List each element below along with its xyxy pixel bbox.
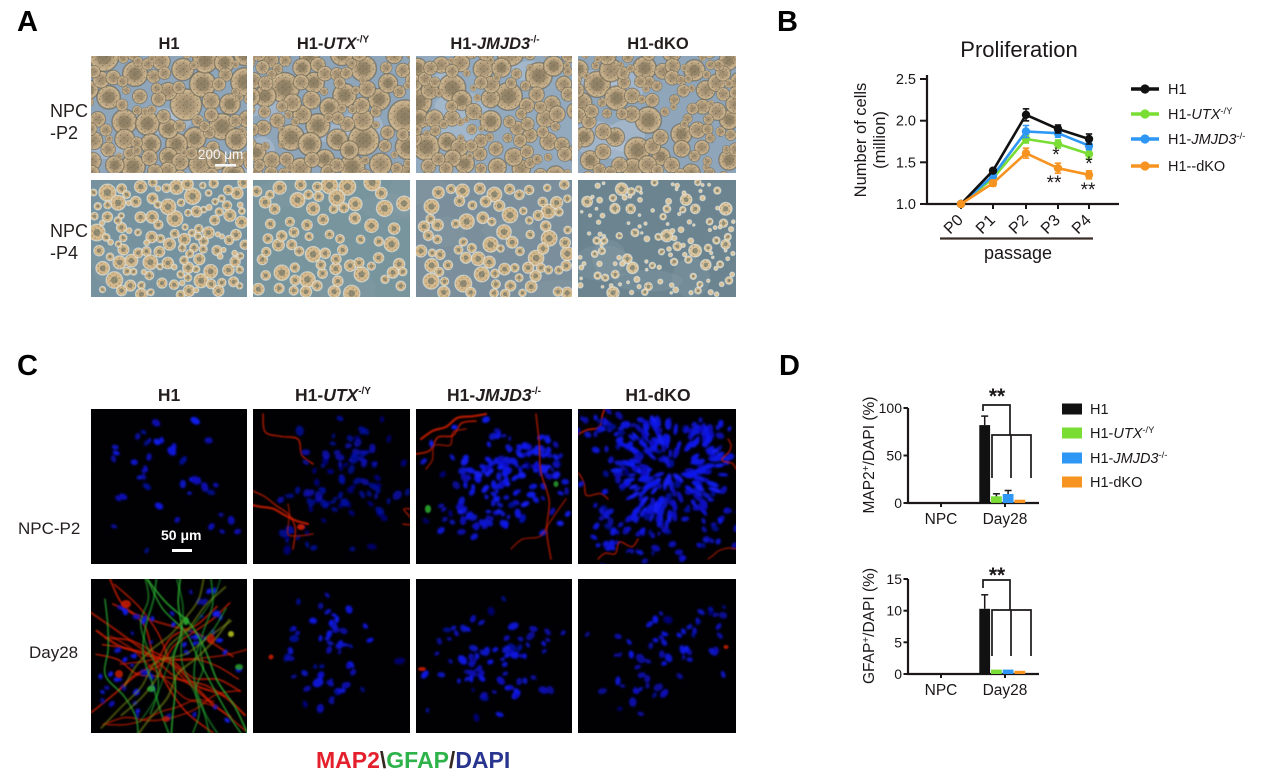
svg-text:**: ** — [1047, 173, 1062, 194]
svg-text:passage: passage — [984, 243, 1052, 263]
svg-text:5: 5 — [894, 634, 902, 650]
svg-text:2.0: 2.0 — [896, 114, 916, 130]
svg-text:H1-UTX-/Y: H1-UTX-/Y — [1090, 425, 1155, 442]
svg-text:NPC: NPC — [925, 511, 958, 528]
svg-text:2.5: 2.5 — [896, 72, 916, 88]
svg-text:H1: H1 — [1090, 402, 1109, 418]
svg-text:P3: P3 — [1038, 212, 1064, 238]
svg-text:P0: P0 — [941, 212, 967, 238]
svg-text:50 μm: 50 μm — [161, 527, 201, 543]
svg-text:H1-UTX-/Y: H1-UTX-/Y — [1168, 106, 1233, 123]
svg-text:NPC: NPC — [925, 682, 958, 699]
svg-text:H1--dKO: H1--dKO — [1168, 159, 1225, 175]
svg-text:100: 100 — [879, 400, 903, 416]
svg-text:10: 10 — [886, 603, 902, 619]
svg-text:15: 15 — [886, 571, 902, 587]
svg-text:H1: H1 — [1168, 82, 1187, 98]
svg-text:1.5: 1.5 — [896, 155, 916, 171]
svg-text:0: 0 — [894, 666, 902, 682]
svg-text:Day28: Day28 — [983, 511, 1028, 528]
svg-text:*: * — [1085, 154, 1093, 175]
svg-text:0: 0 — [894, 495, 902, 511]
svg-text:50: 50 — [886, 448, 902, 464]
svg-text:200 μm: 200 μm — [198, 147, 243, 162]
svg-text:**: ** — [989, 385, 1006, 408]
svg-text:P4: P4 — [1069, 212, 1095, 238]
svg-text:Day28: Day28 — [983, 682, 1028, 699]
svg-text:P1: P1 — [973, 212, 999, 238]
svg-text:P2: P2 — [1006, 212, 1032, 238]
svg-text:GFAP+/DAPI (%): GFAP+/DAPI (%) — [861, 568, 878, 684]
svg-text:MAP2+/DAPI (%): MAP2+/DAPI (%) — [861, 397, 878, 514]
svg-text:Proliferation: Proliferation — [960, 37, 1077, 62]
svg-text:**: ** — [1081, 180, 1096, 201]
svg-text:H1-dKO: H1-dKO — [1090, 475, 1142, 491]
svg-text:H1-JMJD3-/-: H1-JMJD3-/- — [1090, 450, 1167, 467]
svg-text:H1-JMJD3-/-: H1-JMJD3-/- — [1168, 131, 1245, 148]
svg-text:Number of cells(million): Number of cells(million) — [852, 83, 889, 198]
svg-text:**: ** — [989, 564, 1006, 587]
svg-text:1.0: 1.0 — [896, 197, 916, 213]
svg-text:*: * — [1052, 145, 1060, 166]
